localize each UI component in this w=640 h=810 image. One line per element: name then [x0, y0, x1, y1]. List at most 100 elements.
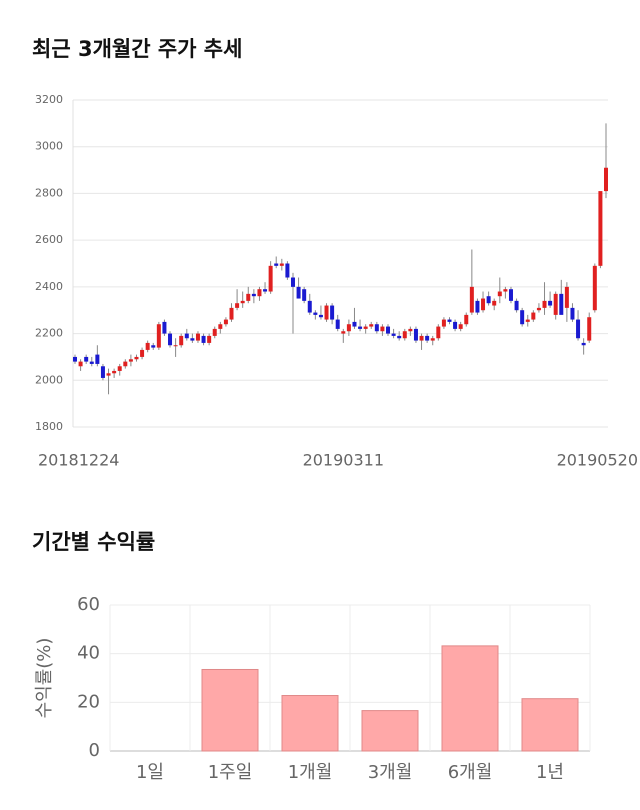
bar	[441, 645, 499, 752]
x-tick-label: 20190311	[303, 451, 384, 470]
candle-body	[576, 319, 581, 339]
candle-body	[492, 300, 497, 306]
candle-body	[542, 300, 547, 308]
candle-body	[263, 289, 268, 292]
candle-body	[369, 324, 374, 327]
candle-body	[453, 321, 458, 329]
candle-body	[481, 298, 486, 311]
y-tick-label: 2000	[35, 373, 63, 386]
candle-body	[128, 359, 133, 362]
candle-body	[564, 286, 569, 308]
candle-body	[559, 293, 564, 315]
y-tick-label: 60	[77, 594, 100, 615]
y-tick-label: 2400	[35, 280, 63, 293]
x-tick-label: 1주일	[208, 762, 253, 783]
bar	[521, 698, 579, 752]
candle-body	[246, 293, 251, 301]
candle-body	[251, 293, 256, 297]
candle-body	[531, 312, 536, 320]
candle-body	[508, 289, 513, 301]
y-tick-label: 2600	[35, 233, 63, 246]
y-axis-label: 수익률(%)	[34, 638, 55, 719]
candle-body	[190, 338, 195, 341]
x-tick-label: 20190520	[557, 451, 638, 470]
candle-body	[201, 335, 206, 343]
candle-body	[346, 324, 351, 332]
candle-body	[430, 338, 435, 341]
candle-body	[341, 331, 346, 334]
candle-body	[268, 265, 273, 292]
y-tick-label: 2800	[35, 186, 63, 199]
candle-body	[408, 328, 413, 332]
candle-body	[386, 326, 391, 334]
candle-body	[257, 289, 262, 297]
bar	[201, 668, 259, 752]
candle-body	[173, 345, 178, 347]
chart-title: 기간별 수익률	[32, 530, 155, 554]
y-tick-label: 40	[77, 643, 100, 664]
candle-body	[134, 356, 139, 360]
candle-body	[469, 286, 474, 313]
candle-body	[441, 319, 446, 327]
candle-body	[168, 333, 173, 346]
candle-body	[413, 328, 418, 341]
candle-body	[279, 263, 284, 266]
candle-body	[84, 356, 89, 362]
candle-body	[223, 319, 228, 325]
candle-body	[73, 356, 77, 362]
candle-body	[302, 289, 307, 301]
x-tick-label: 3개월	[368, 762, 413, 783]
candle-body	[285, 263, 290, 278]
y-tick-label: 2200	[35, 327, 63, 340]
candle-body	[123, 361, 128, 367]
bar	[281, 695, 339, 752]
candle-body	[95, 354, 100, 364]
candle-body	[425, 335, 430, 341]
x-tick-label: 20181224	[38, 451, 119, 470]
candle-body	[374, 324, 379, 332]
candle-body	[520, 310, 525, 325]
candle-body	[391, 333, 396, 336]
candle-body	[447, 319, 452, 322]
candle-body	[195, 333, 200, 341]
candle-body	[536, 307, 541, 311]
candle-body	[475, 300, 480, 313]
candle-body	[162, 321, 167, 334]
candle-body	[106, 373, 111, 376]
candle-body	[290, 277, 295, 287]
candle-body	[402, 331, 407, 339]
candle-body	[352, 321, 357, 327]
candle-body	[458, 324, 463, 329]
candle-body	[218, 324, 223, 329]
y-tick-label: 1800	[35, 420, 63, 433]
candle-body	[212, 328, 217, 336]
candle-body	[335, 319, 340, 329]
candle-body	[358, 326, 363, 329]
x-tick-label: 1년	[536, 762, 564, 783]
candle-body	[156, 324, 161, 348]
candle-body	[436, 326, 441, 339]
candle-body	[464, 314, 469, 325]
candle-body	[318, 314, 323, 318]
y-tick-label: 3200	[35, 93, 63, 106]
candle-body	[240, 300, 245, 304]
candle-body	[503, 289, 508, 292]
chart-title: 최근 3개월간 주가 추세	[32, 37, 242, 61]
y-tick-label: 3000	[35, 140, 63, 153]
candle-body	[324, 305, 329, 320]
candle-body	[145, 342, 150, 350]
candle-body	[296, 286, 301, 299]
candle-body	[112, 370, 117, 374]
candle-body	[514, 300, 519, 311]
candle-body	[380, 326, 385, 332]
candle-body	[235, 303, 240, 308]
candle-body	[89, 361, 94, 364]
candle-body	[229, 307, 234, 320]
candle-body	[581, 342, 586, 346]
candle-body	[307, 300, 312, 313]
candle-body	[100, 366, 105, 378]
candle-body	[330, 305, 335, 320]
x-tick-label: 1일	[136, 762, 164, 783]
